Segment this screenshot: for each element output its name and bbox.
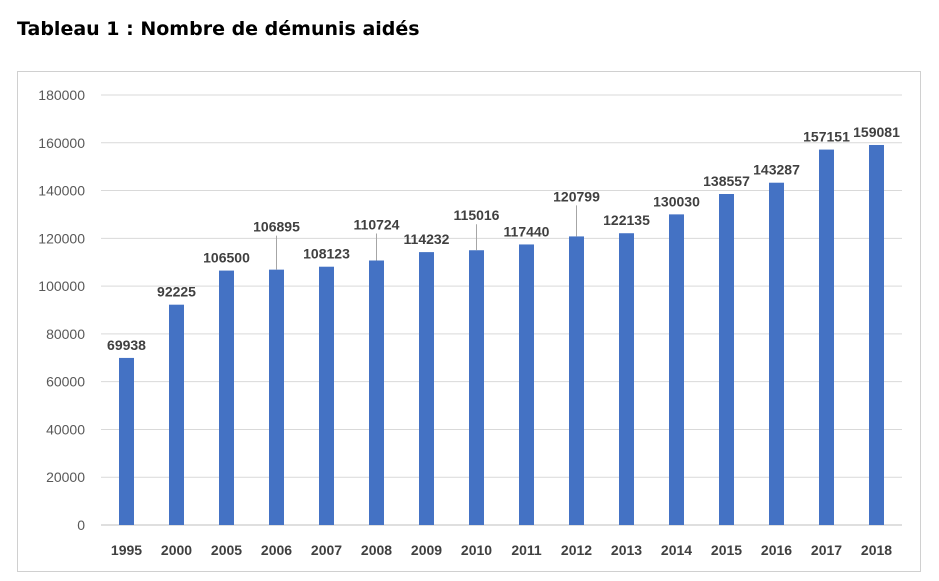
x-tick-label: 1995: [111, 542, 142, 558]
y-tick-label: 60000: [46, 374, 85, 390]
y-tick-label: 0: [77, 517, 85, 533]
x-tick-label: 2009: [411, 542, 442, 558]
y-tick-label: 100000: [38, 278, 85, 294]
x-tick-label: 2017: [811, 542, 842, 558]
bars: [119, 144, 884, 526]
data-label: 92225: [157, 284, 196, 300]
data-label: 69938: [107, 337, 146, 353]
bar: [569, 236, 584, 525]
data-labels: 69938 92225 106500106895108123110724114232…: [107, 124, 900, 353]
data-label: 114232: [404, 231, 450, 247]
data-label: 106500: [203, 250, 250, 266]
bar: [769, 182, 784, 525]
x-tick-label: 2005: [211, 542, 242, 558]
data-label-leader-lines: [276, 205, 577, 270]
page-title: Tableau 1 : Nombre de démunis aidés: [17, 18, 420, 40]
x-tick-label: 2018: [861, 542, 892, 558]
bar: [619, 233, 634, 525]
bar: [669, 214, 684, 525]
bar: [319, 266, 334, 525]
data-label: 117440: [504, 223, 550, 239]
y-tick-label: 20000: [46, 469, 85, 485]
x-tick-label: 2015: [711, 542, 742, 558]
x-tick-label: 2008: [361, 542, 392, 558]
data-label: 138557: [703, 173, 750, 189]
bar: [219, 270, 234, 525]
gridlines: [101, 94, 902, 526]
data-label: 130030: [653, 193, 700, 209]
data-label: 159081: [853, 124, 900, 140]
y-tick-label: 120000: [38, 230, 85, 246]
y-tick-label: 80000: [46, 326, 85, 342]
bar: [419, 252, 434, 526]
x-tick-label: 2012: [561, 542, 592, 558]
x-tick-label: 2014: [661, 542, 692, 558]
x-tick-label: 2011: [511, 542, 542, 558]
bar: [469, 250, 484, 525]
data-label: 120799: [553, 188, 600, 204]
y-tick-label: 40000: [46, 421, 85, 437]
x-axis-tick-labels: 1995 2000 2005 2006 2007 2008 2009 2010 2011 2012…: [111, 542, 892, 558]
y-tick-label: 140000: [38, 183, 85, 199]
bar: [719, 194, 734, 525]
x-tick-label: 2007: [311, 542, 342, 558]
x-tick-label: 2010: [461, 542, 492, 558]
bar: [519, 244, 534, 525]
bar: [119, 357, 134, 525]
x-tick-label: 2013: [611, 542, 642, 558]
x-tick-label: 2000: [161, 542, 192, 558]
bar: [269, 269, 284, 525]
bar: [369, 260, 384, 525]
y-axis-tick-labels: 0 20000 40000 60000 80000 100000 120000 140000 1…: [38, 87, 85, 533]
bar: [869, 144, 884, 526]
data-label: 106895: [253, 219, 300, 235]
data-label: 110724: [354, 216, 400, 232]
x-tick-label: 2016: [761, 542, 792, 558]
data-label: 157151: [803, 129, 850, 145]
x-tick-label: 2006: [261, 542, 292, 558]
data-label: 122135: [603, 212, 650, 228]
bar: [819, 149, 834, 525]
bar: [169, 304, 184, 525]
y-tick-label: 180000: [38, 87, 85, 103]
y-tick-label: 160000: [38, 135, 85, 151]
data-label: 143287: [753, 162, 800, 178]
data-label: 108123: [303, 246, 350, 262]
data-label: 115016: [454, 207, 500, 223]
